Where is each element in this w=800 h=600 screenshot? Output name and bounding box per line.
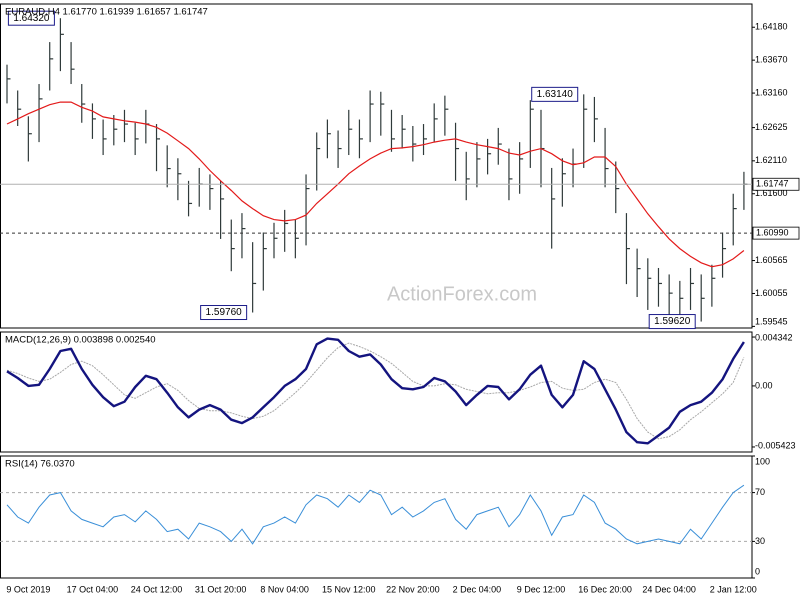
annotation-box [200,305,248,321]
y-tick-label: 0.00 [755,380,773,390]
annotation-label: 1.59620 [654,316,691,327]
current-price-box [752,177,800,191]
x-tick-label: 9 Dec 12:00 [517,584,566,594]
y-tick-label: 0.004342 [755,332,793,342]
y-tick-label: 100 [755,456,770,466]
reference-level-box [752,226,800,240]
moving-average [6,101,745,268]
x-tick-label: 17 Oct 04:00 [67,584,119,594]
signal-line [6,342,745,440]
macd-line [6,337,745,445]
panel-frame [0,455,753,579]
y-tick-label: 70 [755,487,765,497]
annotation-box [648,314,696,330]
x-tick-label: 2 Jan 12:00 [710,584,757,594]
current-price-label: 1.61747 [756,179,789,189]
x-tick-label: 16 Dec 20:00 [578,584,632,594]
y-tick-label: 0 [755,566,760,576]
annotation-label: 1.64320 [13,13,50,24]
x-tick-label: 31 Oct 20:00 [195,584,247,594]
panel-title: RSI(14) 76.0370 [5,459,75,470]
annotation-label: 1.59760 [206,307,243,318]
panel-frame [0,3,753,329]
y-tick-label: 1.61600 [755,188,788,198]
annotation-label: 1.63140 [537,89,574,100]
x-tick-label: 24 Oct 12:00 [131,584,183,594]
y-tick-label: 1.59545 [755,316,788,326]
y-tick-label: 1.60565 [755,255,788,265]
y-tick-label: 1.60055 [755,288,788,298]
annotation-box [531,86,579,102]
panel-frame [0,331,753,453]
y-tick-label: 30 [755,536,765,546]
rsi-line [6,484,745,545]
x-tick-label: 22 Nov 20:00 [386,584,440,594]
x-tick-label: 8 Nov 04:00 [260,584,309,594]
y-tick-label: 1.63160 [755,87,788,97]
y-tick-label: 1.62625 [755,122,788,132]
y-tick-label: 1.64180 [755,22,788,32]
y-tick-label: 1.62110 [755,155,787,165]
watermark: ActionForex.com [387,283,537,305]
annotation-box [7,10,55,26]
reference-level-label: 1.60990 [756,227,789,237]
x-tick-label: 15 Nov 12:00 [322,584,376,594]
y-tick-label: -0.005423 [755,440,796,450]
x-tick-label: 24 Dec 04:00 [642,584,696,594]
panel-title: MACD(12,26,9) 0.003898 0.002540 [5,335,156,346]
x-tick-label: 9 Oct 2019 [6,584,50,594]
y-tick-label: 1.63670 [755,55,788,65]
x-tick-label: 2 Dec 04:00 [453,584,502,594]
panel-title: EURAUD,H4 1.61770 1.61939 1.61657 1.6174… [5,7,208,18]
